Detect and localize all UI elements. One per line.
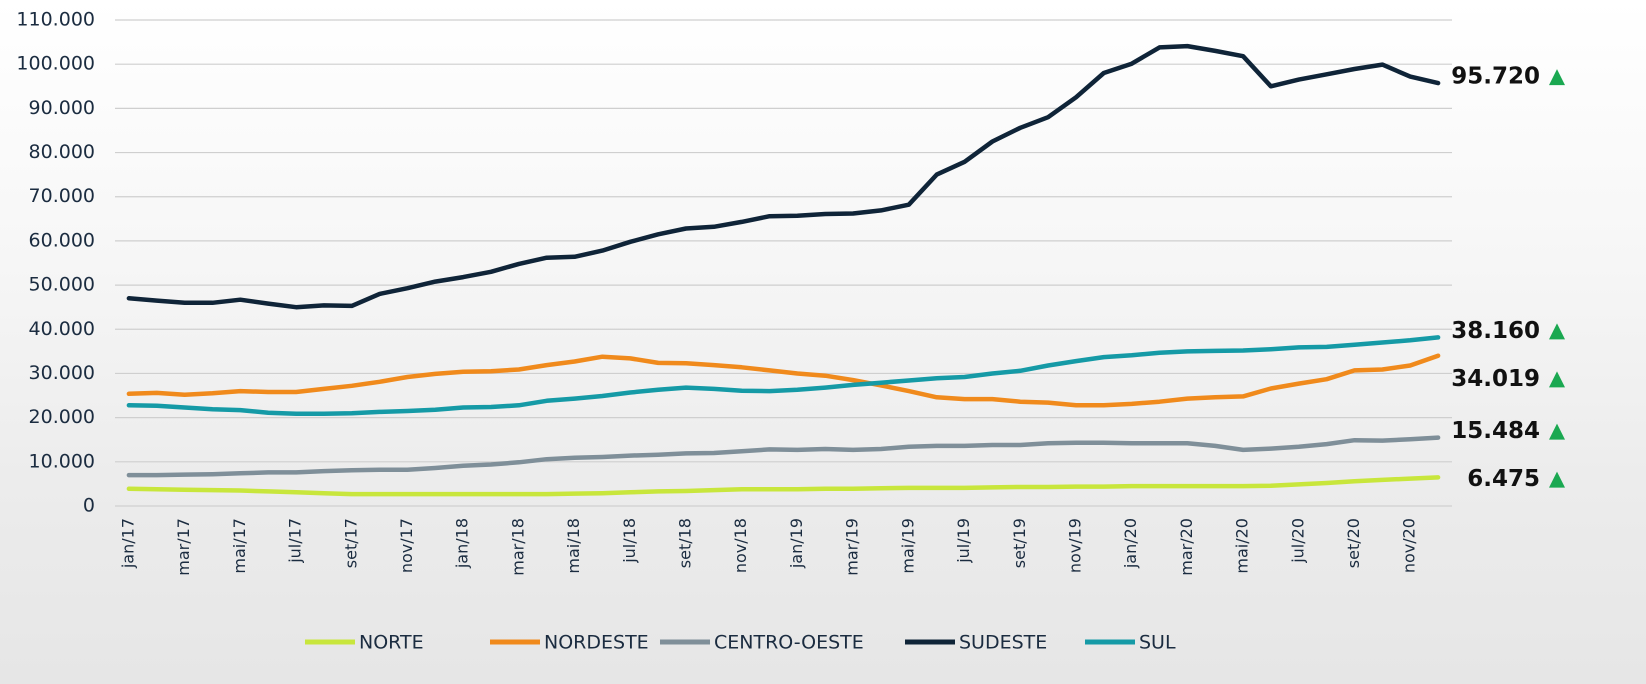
- y-tick-label: 100.000: [16, 53, 95, 75]
- legend-label: SUDESTE: [959, 632, 1047, 654]
- x-tick-label: mai/17: [230, 518, 249, 574]
- y-tick-label: 110.000: [16, 9, 95, 31]
- end-value-label: 15.484: [1451, 418, 1540, 444]
- x-tick-label: jan/17: [118, 518, 137, 569]
- x-tick-label: mar/18: [508, 518, 527, 576]
- series-line: [126, 435, 1441, 478]
- x-tick-label: nov/18: [731, 518, 750, 573]
- x-tick-label: set/20: [1344, 518, 1363, 568]
- y-tick-label: 60.000: [29, 229, 95, 251]
- y-tick-label: 20.000: [29, 406, 95, 428]
- x-tick-label: jan/18: [453, 518, 472, 569]
- legend-label: SUL: [1139, 632, 1176, 654]
- y-tick-label: 70.000: [29, 185, 95, 207]
- x-tick-label: mar/17: [174, 518, 193, 576]
- end-value-label: 6.475: [1467, 466, 1540, 492]
- x-tick-label: mar/19: [843, 518, 862, 576]
- y-tick-label: 80.000: [29, 141, 95, 163]
- x-tick-label: jul/20: [1288, 518, 1307, 564]
- legend-label: NORDESTE: [544, 632, 649, 654]
- y-tick-label: 0: [83, 495, 95, 517]
- x-tick-label: jul/19: [954, 518, 973, 564]
- x-tick-label: mai/18: [564, 518, 583, 574]
- x-tick-label: nov/19: [1065, 518, 1084, 573]
- x-tick-label: jul/17: [286, 518, 305, 564]
- y-tick-label: 30.000: [29, 362, 95, 384]
- series-line: [126, 475, 1441, 497]
- y-tick-label: 50.000: [29, 274, 95, 296]
- x-tick-label: nov/20: [1400, 518, 1419, 573]
- legend-label: CENTRO-OESTE: [714, 632, 864, 654]
- x-tick-label: jan/20: [1121, 518, 1140, 569]
- x-tick-label: jul/18: [620, 518, 639, 564]
- y-tick-label: 90.000: [29, 97, 95, 119]
- end-value-label: 34.019: [1451, 366, 1540, 392]
- x-tick-label: mai/20: [1233, 518, 1252, 574]
- x-tick-label: nov/17: [397, 518, 416, 573]
- x-tick-label: set/18: [676, 518, 695, 568]
- series-line: [126, 353, 1441, 408]
- legend-label: NORTE: [359, 632, 424, 654]
- up-arrow-icon: [1549, 371, 1565, 388]
- end-value-label: 95.720: [1451, 64, 1540, 90]
- x-tick-label: set/19: [1010, 518, 1029, 568]
- x-tick-label: mai/19: [898, 518, 917, 574]
- up-arrow-icon: [1549, 323, 1565, 340]
- x-tick-label: set/17: [341, 518, 360, 568]
- series-line: [126, 43, 1441, 310]
- up-arrow-icon: [1549, 69, 1565, 86]
- y-tick-label: 40.000: [29, 318, 95, 340]
- up-arrow-icon: [1549, 423, 1565, 440]
- x-tick-label: mar/20: [1177, 518, 1196, 576]
- x-tick-label: jan/19: [787, 518, 806, 569]
- series-line: [126, 335, 1441, 416]
- end-value-label: 38.160: [1451, 318, 1540, 344]
- y-tick-label: 10.000: [29, 450, 95, 472]
- up-arrow-icon: [1549, 471, 1565, 488]
